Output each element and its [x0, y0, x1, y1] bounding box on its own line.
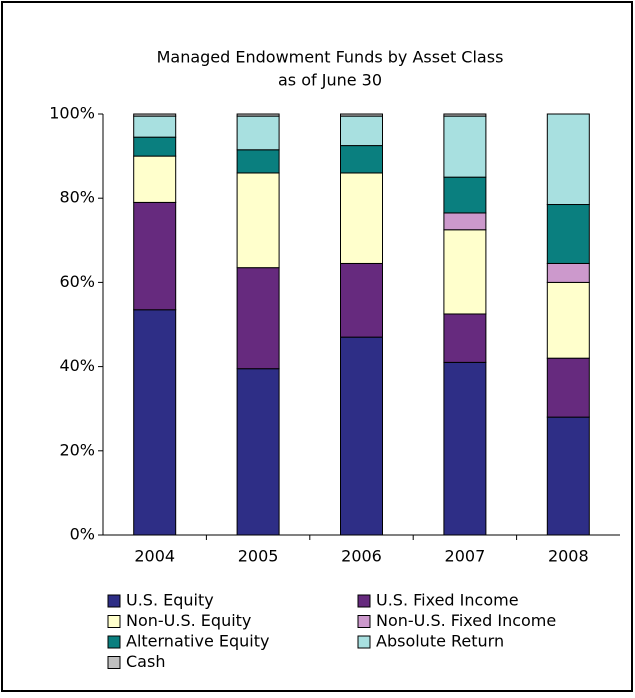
bar-segment: [443, 361, 487, 536]
x-tick-label: 2007: [445, 547, 486, 566]
x-tick-label: 2005: [238, 547, 279, 566]
legend-swatch: [357, 635, 371, 649]
bar-segment: [546, 416, 590, 536]
y-tick-label: 20%: [59, 440, 95, 459]
bar-segment: [133, 309, 177, 536]
bar-segment: [340, 262, 383, 338]
bar-segment: [236, 267, 280, 370]
bar-segment: [236, 113, 280, 117]
bar-segment: [340, 336, 383, 536]
legend-swatch: [107, 594, 121, 608]
bar-segment: [133, 155, 177, 203]
legend-label: U.S. Equity: [126, 591, 214, 610]
legend-label: U.S. Fixed Income: [376, 591, 519, 610]
bar-segment: [443, 113, 487, 117]
bar-segment: [236, 368, 280, 536]
bar-segment: [546, 281, 590, 359]
bar-segment: [340, 113, 383, 117]
bar-segment: [236, 149, 280, 174]
x-tick-label: 2008: [548, 547, 589, 566]
bar-segment: [546, 204, 590, 264]
bar-segment: [443, 176, 487, 214]
bar-segment: [546, 357, 590, 418]
legend-swatch: [107, 615, 121, 628]
legend-label: Non-U.S. Equity: [126, 611, 251, 630]
y-tick-label: 60%: [59, 272, 95, 291]
legend-swatch: [107, 635, 121, 649]
bar-segment: [443, 212, 487, 231]
chart-title: Managed Endowment Funds by Asset Class: [157, 48, 504, 67]
legend-label: Cash: [126, 652, 165, 671]
bar-segment: [546, 262, 590, 283]
y-tick-label: 0%: [70, 525, 95, 544]
bar-segment: [546, 113, 590, 206]
bar-segment: [443, 115, 487, 178]
legend-swatch: [357, 594, 371, 608]
legend-swatch: [357, 615, 371, 628]
bar-segment: [236, 172, 280, 269]
x-tick-label: 2004: [134, 547, 175, 566]
legend-swatch: [107, 656, 121, 669]
bar-segment: [443, 229, 487, 315]
bar-segment: [236, 115, 280, 151]
y-tick-label: 80%: [59, 188, 95, 207]
bar-segment: [133, 136, 177, 157]
y-tick-label: 100%: [49, 104, 95, 123]
bar-segment: [133, 113, 177, 117]
bar-segment: [340, 145, 383, 174]
legend-label: Absolute Return: [376, 632, 504, 651]
legend-label: Non-U.S. Fixed Income: [376, 611, 556, 630]
bar-segment: [133, 115, 177, 138]
bar-segment: [340, 172, 383, 264]
bar-segment: [133, 201, 177, 311]
legend-label: Alternative Equity: [126, 632, 269, 651]
x-tick-label: 2006: [341, 547, 382, 566]
y-tick-label: 40%: [59, 356, 95, 375]
bar-segment: [340, 115, 383, 147]
chart-subtitle: as of June 30: [278, 71, 382, 90]
bar-segment: [443, 313, 487, 363]
